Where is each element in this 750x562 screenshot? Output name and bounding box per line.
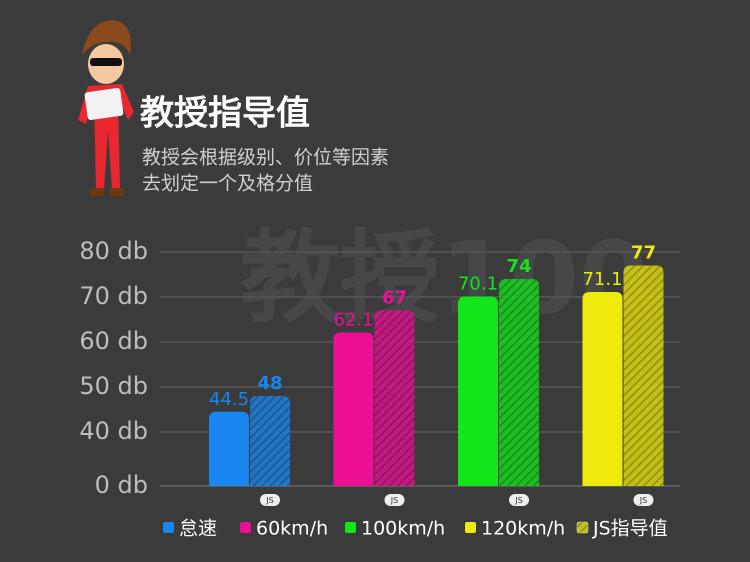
- value-label: 44.5: [209, 389, 249, 410]
- legend-label: 100km/h: [361, 518, 445, 540]
- badge-label: JS: [514, 496, 522, 505]
- subtitle: 教授会根据级别、价位等因素: [142, 147, 389, 169]
- badge-label: JS: [265, 496, 273, 505]
- legend-swatch: [465, 522, 476, 533]
- legend-swatch: [240, 522, 251, 533]
- avatar: [78, 20, 134, 196]
- guide-bar: [623, 265, 664, 486]
- bar: [333, 332, 374, 486]
- value-label: 71.1: [582, 269, 622, 290]
- bar: [582, 292, 623, 486]
- badge-label: JS: [390, 496, 398, 505]
- y-tick-label: 80 db: [79, 237, 148, 265]
- value-label: 70.1: [458, 274, 498, 295]
- legend-swatch: [345, 522, 356, 533]
- badge: [260, 494, 280, 506]
- watermark: 教授100: [240, 219, 649, 336]
- legend-swatch: [576, 521, 589, 534]
- legend-label: JS指导值: [592, 518, 668, 540]
- y-tick-label: 0 db: [95, 471, 148, 499]
- legend-swatch: [163, 522, 174, 533]
- bar: [458, 296, 498, 486]
- value-label: 62.1: [333, 310, 373, 331]
- badge: [384, 494, 405, 506]
- legend-label: 60km/h: [256, 518, 328, 540]
- guide-value-label: 48: [257, 373, 282, 394]
- legend-label: 怠速: [179, 518, 217, 540]
- y-tick-label: 60 db: [79, 327, 148, 355]
- guide-value-label: 74: [506, 256, 531, 277]
- y-tick-label: 40 db: [79, 417, 148, 445]
- badge: [633, 494, 654, 506]
- title: 教授指导值: [140, 94, 310, 134]
- badge: [509, 494, 529, 506]
- badge-label: JS: [639, 496, 647, 505]
- guide-value-label: 67: [382, 288, 407, 309]
- guide-bar: [374, 310, 415, 486]
- guide-value-label: 77: [631, 243, 656, 264]
- bar: [209, 411, 249, 486]
- guide-bar: [250, 396, 290, 486]
- y-tick-label: 70 db: [79, 282, 148, 310]
- legend-label: 120km/h: [481, 518, 565, 540]
- subtitle: 去划定一个及格分值: [142, 173, 313, 195]
- y-tick-label: 50 db: [79, 372, 148, 400]
- guide-bar: [499, 279, 539, 486]
